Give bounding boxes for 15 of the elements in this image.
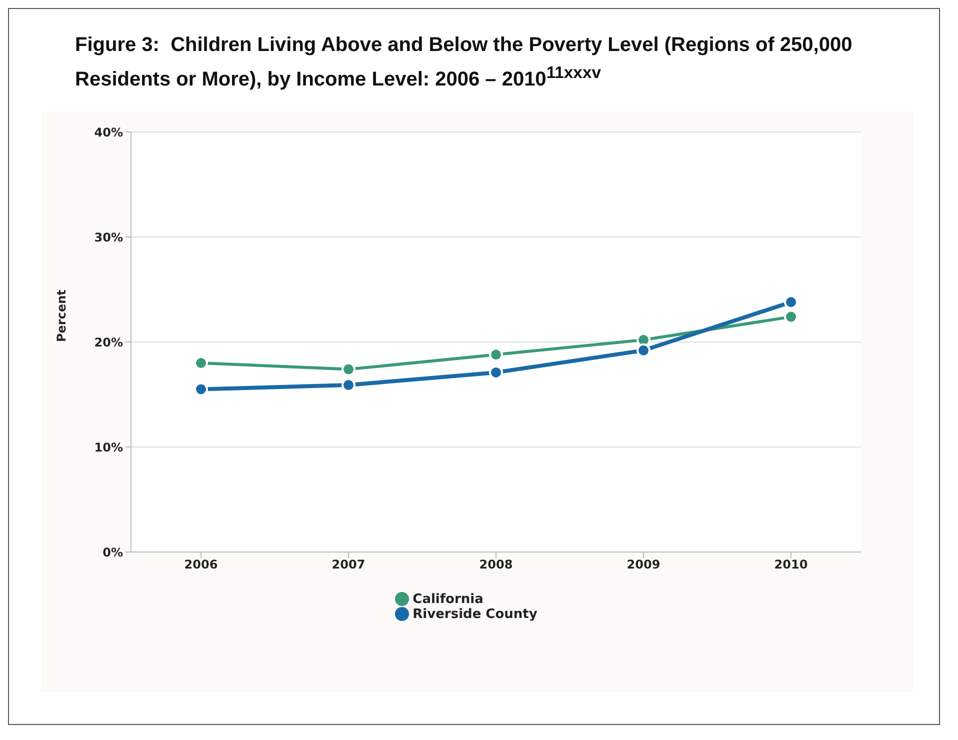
y-tick-label: 30% <box>94 230 123 244</box>
x-tick-label: 2010 <box>774 557 808 572</box>
x-tick-label: 2008 <box>479 557 513 572</box>
x-tick-label: 2007 <box>332 557 366 572</box>
y-tick-label: 40% <box>94 124 123 139</box>
legend-label: Riverside County <box>412 606 538 622</box>
legend-label: California <box>412 592 484 607</box>
x-tick-label: 2009 <box>626 557 660 572</box>
y-tick-label: 10% <box>94 440 123 454</box>
point <box>636 343 650 358</box>
y-tick-label: 0% <box>102 544 123 559</box>
y-tick-label: 20% <box>94 334 123 349</box>
y-axis-title: Percent <box>54 289 68 342</box>
x-tick-label: 2006 <box>184 557 218 572</box>
chart-title: Figure 3: Children Living Above and Below the Poverty Level (Regions of 250,000 Residents or More), by Income Level: 2006 – 2010$^{11xxxv}$ <box>74 33 854 93</box>
